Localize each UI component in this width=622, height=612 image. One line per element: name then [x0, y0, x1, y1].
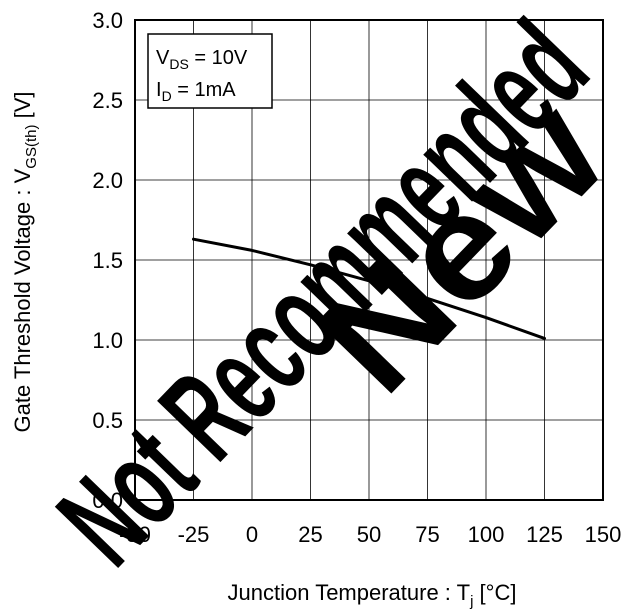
x-tick-label: 0 — [246, 522, 258, 547]
x-axis-label: Junction Temperature : Tj [°C] — [228, 580, 517, 610]
x-tick-label: 75 — [415, 522, 439, 547]
x-tick-label: 150 — [585, 522, 622, 547]
series — [192, 237, 546, 340]
x-tick-label: 25 — [298, 522, 322, 547]
y-axis-label: Gate Threshold Voltage : VGS(th) [V] — [10, 92, 40, 433]
x-tick-labels: -50 -25 0 25 50 75 100 125 150 — [119, 522, 621, 547]
y-tick-labels: 0.0 0.5 1.0 1.5 2.0 2.5 3.0 — [92, 8, 123, 513]
y-tick-label: 1.0 — [92, 328, 123, 353]
y-tick-label: 2.0 — [92, 168, 123, 193]
y-tick-label: 2.5 — [92, 88, 123, 113]
y-tick-label: 1.5 — [92, 248, 123, 273]
y-tick-label: 3.0 — [92, 8, 123, 33]
y-tick-label: 0.5 — [92, 408, 123, 433]
x-tick-label: -50 — [119, 522, 151, 547]
condition-vds: VDS = 10V — [156, 47, 248, 72]
x-tick-label: 125 — [526, 522, 563, 547]
y-tick-label: 0.0 — [92, 488, 123, 513]
plot-frame — [134, 19, 604, 501]
conditions-box: VDS = 10V ID = 1mA — [147, 33, 273, 109]
x-tick-label: 100 — [468, 522, 505, 547]
condition-id: ID = 1mA — [156, 79, 236, 104]
x-tick-label: 50 — [357, 522, 381, 547]
x-tick-label: -25 — [178, 522, 210, 547]
series-line — [192, 237, 546, 340]
